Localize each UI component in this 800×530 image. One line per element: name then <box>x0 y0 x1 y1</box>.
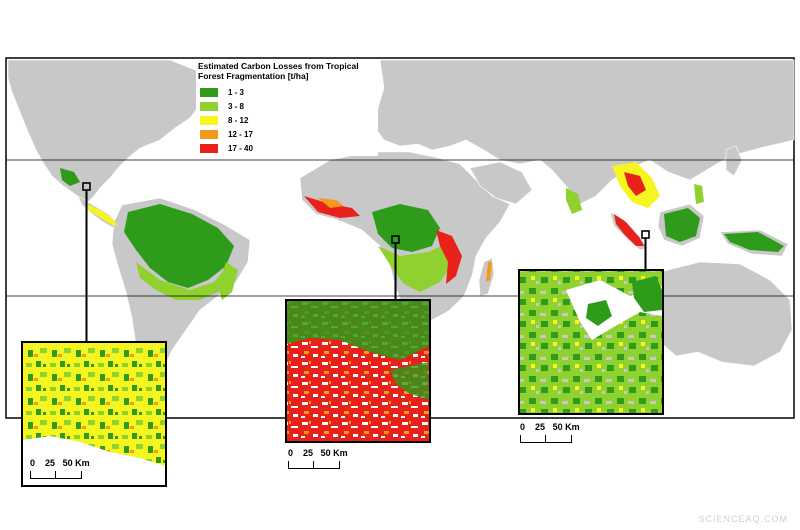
legend-row: 3 - 8 <box>200 101 244 112</box>
inset-congo-forest <box>287 301 429 360</box>
scale-bar-mid <box>545 435 546 442</box>
borneo-overlay <box>664 208 700 242</box>
land-masses <box>7 59 795 417</box>
scale-ticks: 0 25 50 Km <box>288 448 348 458</box>
legend-label: 8 - 12 <box>228 116 249 125</box>
scale-tick-0: 0 <box>30 458 36 468</box>
scale-tick-50: 50 Km <box>320 448 348 458</box>
mesoamerica-overlay <box>60 168 80 186</box>
congo-forest-overlay <box>372 204 440 252</box>
new-guinea-overlay <box>724 232 784 252</box>
legend-swatch <box>200 130 218 139</box>
scale-tick-0: 0 <box>288 448 294 458</box>
inset-central-america-coast <box>23 436 165 485</box>
west-africa-orange-overlay <box>318 198 344 208</box>
sumatra-overlay <box>614 214 644 246</box>
central-america-overlay <box>86 204 118 226</box>
scale-bar-mid <box>313 461 314 468</box>
carbon-loss-overlay <box>60 162 784 300</box>
legend-row: 17 - 40 <box>200 143 253 154</box>
congo-edge-overlay <box>378 244 454 292</box>
amazon-forest-overlay <box>124 204 234 288</box>
scale-ticks: 0 25 50 Km <box>30 458 90 468</box>
eurasia-landmass <box>373 59 795 205</box>
inset-central-america <box>21 341 167 487</box>
legend: Estimated Carbon Losses from Tropical Fo… <box>196 60 378 156</box>
congo-hotspot-overlay <box>436 230 462 284</box>
watermark: SCIENCEAQ.COM <box>698 514 788 524</box>
arabia-landmass <box>469 161 533 205</box>
legend-swatch <box>200 88 218 97</box>
scale-tick-50: 50 Km <box>62 458 90 468</box>
legend-row: 12 - 17 <box>200 129 253 140</box>
inset-borneo-island <box>632 276 662 312</box>
scale-tick-25: 25 <box>303 448 314 458</box>
inset-borneo-island-2 <box>586 300 612 326</box>
scale-tick-50: 50 Km <box>552 422 580 432</box>
legend-swatch <box>200 144 218 153</box>
scale-bar-mid <box>55 471 56 478</box>
legend-label: 12 - 17 <box>228 130 253 139</box>
scale-tick-25: 25 <box>45 458 56 468</box>
legend-label: 3 - 8 <box>228 102 245 111</box>
india-overlay <box>566 188 582 214</box>
philippines-overlay <box>694 184 704 204</box>
mainland-southeast-asia-red-overlay <box>624 172 646 196</box>
amazon-edge-overlay <box>136 262 226 300</box>
legend-title-line-1: Estimated Carbon Losses from Tropical <box>198 61 359 71</box>
inset-congo <box>285 299 431 443</box>
scale-tick-25: 25 <box>535 422 546 432</box>
inset-borneo <box>518 269 664 415</box>
atlantic-forest-overlay <box>218 262 238 300</box>
legend-row: 8 - 12 <box>200 115 248 126</box>
legend-swatch <box>200 116 218 125</box>
legend-label: 1 - 3 <box>228 88 245 97</box>
legend-label: 17 - 40 <box>228 144 253 153</box>
scale-bar-line <box>520 435 572 443</box>
legend-swatch <box>200 102 218 111</box>
scale-bar-line <box>288 461 340 469</box>
scale-ticks: 0 25 50 Km <box>520 422 580 432</box>
japan-landmass <box>725 145 743 177</box>
legend-row: 1 - 3 <box>200 87 244 98</box>
inset-congo-forest-2 <box>390 362 429 400</box>
scale-tick-0: 0 <box>520 422 526 432</box>
scale-bar-line <box>30 471 82 479</box>
legend-title: Estimated Carbon Losses from Tropical Fo… <box>198 61 378 81</box>
madagascar-overlay <box>486 262 492 282</box>
legend-title-line-2: Forest Fragmentation [t/ha] <box>198 71 309 81</box>
